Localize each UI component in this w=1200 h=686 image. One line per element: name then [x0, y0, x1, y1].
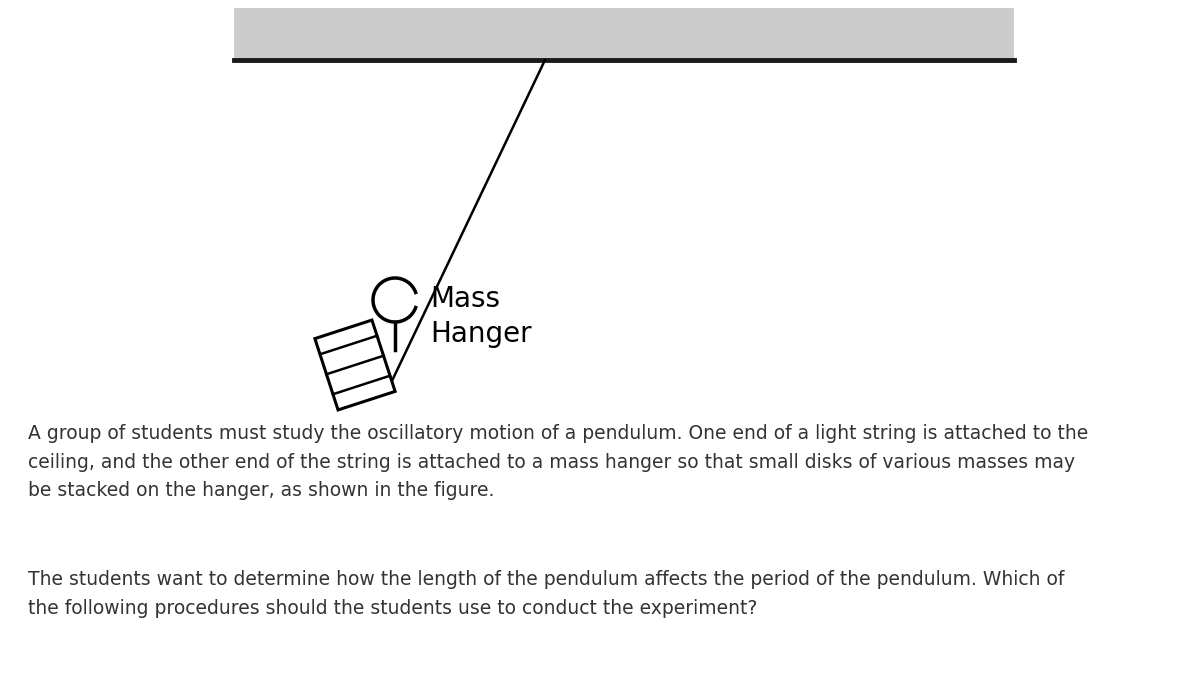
- Text: Mass
Hanger: Mass Hanger: [430, 285, 532, 348]
- Polygon shape: [234, 8, 1014, 60]
- Polygon shape: [314, 320, 395, 410]
- Text: The students want to determine how the length of the pendulum affects the period: The students want to determine how the l…: [28, 570, 1064, 618]
- Text: A group of students must study the oscillatory motion of a pendulum. One end of : A group of students must study the oscil…: [28, 424, 1088, 501]
